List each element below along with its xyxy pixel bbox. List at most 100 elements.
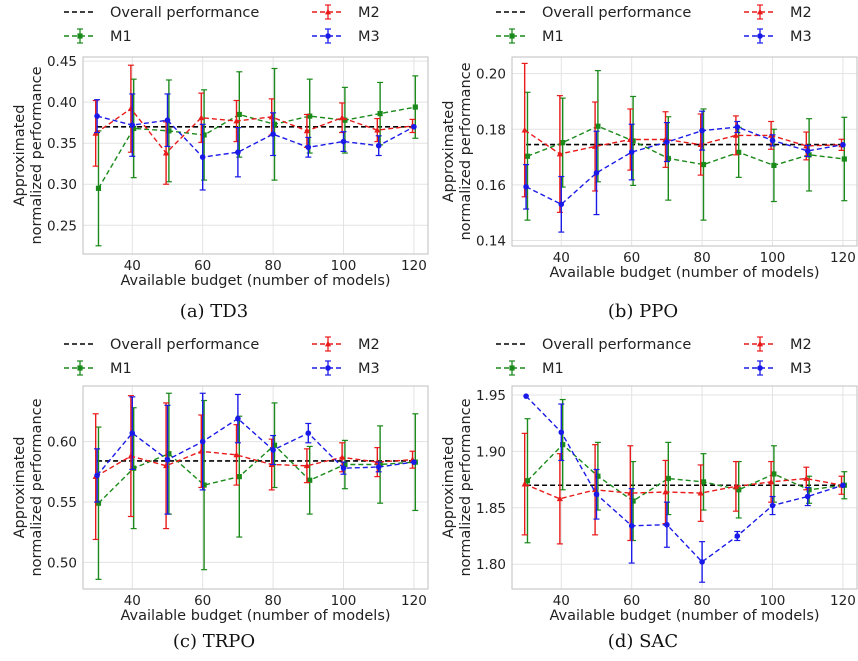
series-line [95,450,413,478]
data-point [803,475,810,481]
data-point [339,114,346,121]
data-point [523,393,529,399]
axes-frame [511,56,858,247]
y-axis-label-line: Approximated [441,101,457,203]
x-axis-label: Available budget (number of models) [120,608,390,624]
data-point [377,111,383,117]
data-point [769,502,776,509]
data-point [342,117,348,123]
data-point [521,480,528,487]
series-m3 [523,393,846,583]
data-point [630,498,636,504]
x-tick-label: 120 [830,593,856,609]
subplot-2: 40 60 80 100 120 0.14 0.16 0.18 0.20 Available bu… [441,4,858,322]
x-tick-label: 100 [331,258,357,274]
series-line [526,443,845,502]
data-point [556,150,563,157]
series-m2 [92,64,416,185]
series-m1 [95,67,419,247]
legend-marker [509,33,515,39]
series-m3 [94,93,417,191]
y-axis-label-line: normalized performance [29,398,45,576]
data-point [560,140,566,146]
data-point [233,451,240,458]
data-point [339,453,346,460]
data-point [271,442,278,448]
series-m2 [521,62,845,213]
data-point [95,185,102,191]
series-line [527,125,845,167]
data-point [524,153,531,159]
data-point [305,430,312,436]
legend-label: M3 [790,29,812,45]
data-point [556,495,563,502]
data-point [734,124,741,130]
data-point [131,465,137,471]
data-point [166,128,172,134]
legend-label: M3 [358,361,380,377]
x-tick-label: 80 [265,258,282,274]
x-tick-label: 40 [553,250,570,266]
data-point [270,131,276,137]
data-point [129,122,136,128]
x-axis-label: Available budget (number of models) [120,273,390,289]
data-point [307,477,313,483]
legend-marker [756,8,764,15]
y-tick-label: 1.90 [476,444,506,460]
legend-label: M1 [110,29,132,45]
data-point [236,111,242,118]
y-axis-label-line: Approximated [12,437,28,539]
data-point [235,149,241,156]
legend-entry: M2 [744,336,812,353]
legend-label: M3 [790,361,812,377]
x-tick-label: 120 [830,250,856,266]
data-point [771,162,777,168]
data-point [662,488,669,495]
legend-entry: M1 [64,28,132,45]
legend-marker [77,365,83,371]
y-axis-label-line: Approximated [12,105,28,207]
series-m3 [94,392,417,515]
data-point [162,149,170,156]
data-point [375,464,382,470]
y-tick-label: 1.95 [476,388,506,404]
y-axis-label: Approximatednormalized performance [441,398,474,576]
x-tick-label: 60 [194,258,211,274]
y-tick-label: 0.45 [47,54,77,70]
x-tick-label: 100 [760,250,786,266]
series-line [97,106,416,189]
legend-marker [324,8,332,15]
axes-frame [82,385,429,590]
data-point [521,126,528,133]
y-tick-label: 1.80 [476,557,506,573]
legend-label: Overall performance [110,5,259,21]
data-point [628,149,635,155]
data-point [411,123,417,130]
data-point [841,156,847,162]
data-point [374,126,381,133]
data-point [198,114,205,121]
data-point [840,482,846,489]
legend-marker [509,365,515,371]
y-tick-label: 0.14 [476,233,506,249]
legend-label: M1 [542,29,564,45]
y-tick-label: 0.16 [476,178,506,194]
legend-entry: M3 [744,360,812,377]
legend-label: M2 [790,5,812,21]
series-m1 [95,392,419,580]
data-point [340,465,347,471]
y-axis-label: Approximatednormalized performance [12,398,45,576]
legend-entry: M1 [64,360,132,377]
x-tick-label: 100 [760,593,786,609]
legend-marker [324,340,332,347]
data-point [700,479,707,485]
legend-entry: Overall performance [496,5,691,21]
data-point [699,127,705,134]
legend-label: M3 [358,29,380,45]
data-point [342,461,348,468]
x-tick-label: 80 [694,593,711,609]
data-point [201,132,207,138]
data-point [524,478,531,484]
y-tick-label: 0.55 [47,495,77,511]
legend-entry: M1 [496,360,564,377]
